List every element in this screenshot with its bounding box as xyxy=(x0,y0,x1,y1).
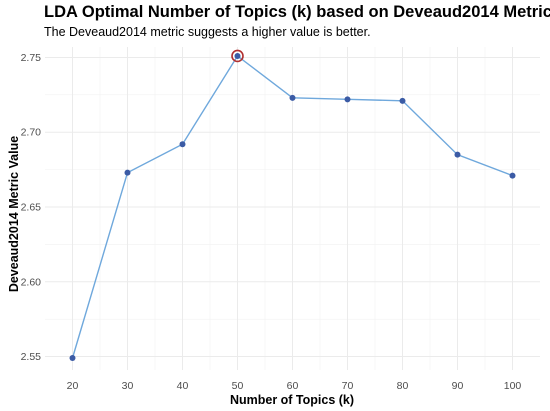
y-axis-label: Deveaud2014 Metric Value xyxy=(7,136,21,292)
series-group xyxy=(69,49,516,362)
y-tick-label: 2.65 xyxy=(21,202,42,214)
x-tick-label: 50 xyxy=(232,380,244,392)
x-tick-label: 80 xyxy=(397,380,409,392)
y-tick-label: 2.60 xyxy=(21,276,42,288)
x-tick-label: 90 xyxy=(452,380,464,392)
x-tick-label: 30 xyxy=(122,380,134,392)
tick-labels: 20 30 40 50 60 70 80 90 100 2.55 2.60 2.65 2.70 2.75 xyxy=(21,52,522,392)
x-tick-label: 60 xyxy=(287,380,299,392)
x-axis-label: Number of Topics (k) xyxy=(230,393,354,407)
data-point xyxy=(289,94,296,101)
data-point xyxy=(69,355,76,362)
data-point xyxy=(124,169,131,176)
x-tick-label: 70 xyxy=(342,380,354,392)
data-point xyxy=(234,52,241,59)
data-point xyxy=(344,96,351,103)
chart-subtitle: The Deveaud2014 metric suggests a higher… xyxy=(44,25,371,39)
y-tick-label: 2.75 xyxy=(21,52,42,64)
x-tick-label: 100 xyxy=(504,380,522,392)
x-tick-label: 40 xyxy=(177,380,189,392)
data-point xyxy=(399,97,406,104)
y-tick-label: 2.55 xyxy=(21,351,42,363)
data-point xyxy=(509,172,516,179)
y-tick-label: 2.70 xyxy=(21,127,42,139)
data-point xyxy=(179,141,186,148)
data-point xyxy=(454,151,461,158)
chart-title: LDA Optimal Number of Topics (k) based o… xyxy=(44,3,550,21)
highlight-marker xyxy=(231,49,244,63)
x-tick-label: 20 xyxy=(67,380,79,392)
